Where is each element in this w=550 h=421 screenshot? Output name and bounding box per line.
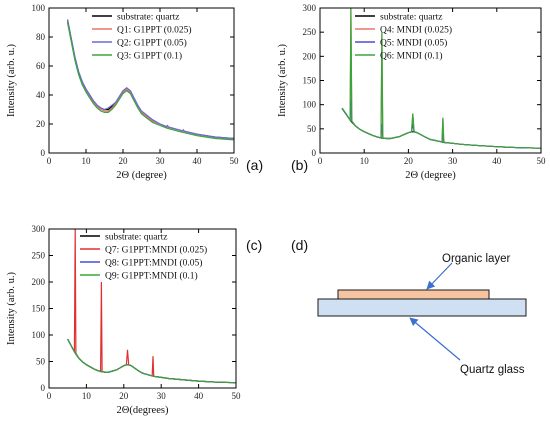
chart-panel-2: 0 10 20 30 40 50 0 50 100 150 200 250 300 2Θ(degrees)… xyxy=(6,224,262,416)
y-tick-label: 250 xyxy=(32,251,46,261)
x-tick-label: 50 xyxy=(537,156,547,166)
panel-label: (c) xyxy=(246,237,262,253)
legend-entry: Q9: G1PPT:MNDI (0.1) xyxy=(105,271,198,282)
legend-entry: substrate: quartz xyxy=(117,13,180,23)
y-tick-label: 300 xyxy=(32,224,46,234)
x-tick-label: 20 xyxy=(119,156,129,166)
layer-diagram: (d) Organic layer Quartz glass xyxy=(291,237,527,376)
y-axis-label: Intensity (arb. u.) xyxy=(277,44,288,117)
legend-entry: substrate: quartz xyxy=(380,13,443,23)
organic-arrow xyxy=(426,262,453,290)
y-tick-label: 100 xyxy=(32,3,46,13)
panel-label: (d) xyxy=(291,237,308,253)
quartz-glass-label: Quartz glass xyxy=(460,364,525,376)
x-tick-label: 40 xyxy=(492,156,502,166)
legend-entry: Q5: MNDI (0.05) xyxy=(380,38,447,49)
legend-entry: Q1: G1PPT (0.025) xyxy=(117,25,192,36)
x-tick-label: 20 xyxy=(404,156,414,166)
y-tick-label: 300 xyxy=(303,3,317,13)
x-tick-label: 50 xyxy=(232,391,242,401)
x-tick-label: 0 xyxy=(47,391,52,401)
y-tick-label: 50 xyxy=(307,124,317,134)
x-tick-label: 10 xyxy=(82,391,92,401)
y-tick-label: 200 xyxy=(32,277,46,287)
y-tick-label: 50 xyxy=(36,357,46,367)
x-tick-label: 0 xyxy=(47,156,52,166)
y-tick-label: 150 xyxy=(303,76,317,86)
organic-layer xyxy=(337,289,490,300)
y-tick-label: 0 xyxy=(41,383,46,393)
legend-entry: Q7: G1PPT:MNDI (0.025) xyxy=(105,245,207,256)
x-tick-label: 0 xyxy=(318,156,323,166)
legend-entry: Q8: G1PPT:MNDI (0.05) xyxy=(105,258,202,269)
y-tick-label: 20 xyxy=(36,119,46,129)
y-tick-label: 40 xyxy=(36,90,46,100)
y-tick-label: 100 xyxy=(32,330,46,340)
x-tick-label: 30 xyxy=(157,391,167,401)
y-tick-label: 200 xyxy=(303,51,317,61)
x-tick-label: 40 xyxy=(193,156,203,166)
chart-panel-0: 0 10 20 30 40 50 0 20 40 60 80 100 2Θ (degree) Intens… xyxy=(6,3,263,181)
x-tick-label: 30 xyxy=(156,156,166,166)
y-axis-label: Intensity (arb. u.) xyxy=(6,44,17,117)
organic-layer-label: Organic layer xyxy=(442,253,511,265)
x-tick-label: 10 xyxy=(82,156,92,166)
x-tick-label: 20 xyxy=(119,391,129,401)
x-tick-label: 30 xyxy=(448,156,458,166)
x-axis-label: 2Θ (degree) xyxy=(116,170,167,181)
legend-entry: Q4: MNDI (0.025) xyxy=(380,25,452,36)
y-tick-label: 100 xyxy=(303,100,317,110)
x-tick-label: 50 xyxy=(230,156,240,166)
plot-frame xyxy=(48,7,235,154)
panel-label: (a) xyxy=(246,157,263,173)
y-tick-label: 0 xyxy=(312,148,317,158)
x-tick-label: 10 xyxy=(360,156,370,166)
quartz-glass-layer xyxy=(317,298,527,317)
y-tick-label: 0 xyxy=(41,148,46,158)
y-tick-label: 250 xyxy=(303,27,317,37)
y-tick-label: 80 xyxy=(36,32,46,42)
legend-entry: Q2: G1PPT (0.05) xyxy=(117,38,187,49)
series-line-2-3 xyxy=(67,338,236,384)
chart-panel-1: 0 10 20 30 40 50 0 50 100 150 200 250 300 2Θ (degree)… xyxy=(277,3,546,181)
x-tick-label: 40 xyxy=(194,391,204,401)
y-axis-label: Intensity (arb. u.) xyxy=(6,272,17,345)
legend-entry: substrate: quartz xyxy=(105,233,168,243)
y-tick-label: 150 xyxy=(32,304,46,314)
legend-entry: Q6: MNDI (0.1) xyxy=(380,51,443,62)
series-line-1-3 xyxy=(341,8,541,149)
legend-entry: Q3: G1PPT (0.1) xyxy=(117,51,182,62)
series-line-0-3 xyxy=(66,22,234,141)
x-axis-label: 2Θ(degrees) xyxy=(117,405,169,416)
quartz-arrow xyxy=(409,317,461,361)
y-tick-label: 60 xyxy=(36,61,46,71)
series-line-0-2 xyxy=(66,19,234,140)
panel-label: (b) xyxy=(291,157,308,173)
x-axis-label: 2Θ (degree) xyxy=(405,170,456,181)
